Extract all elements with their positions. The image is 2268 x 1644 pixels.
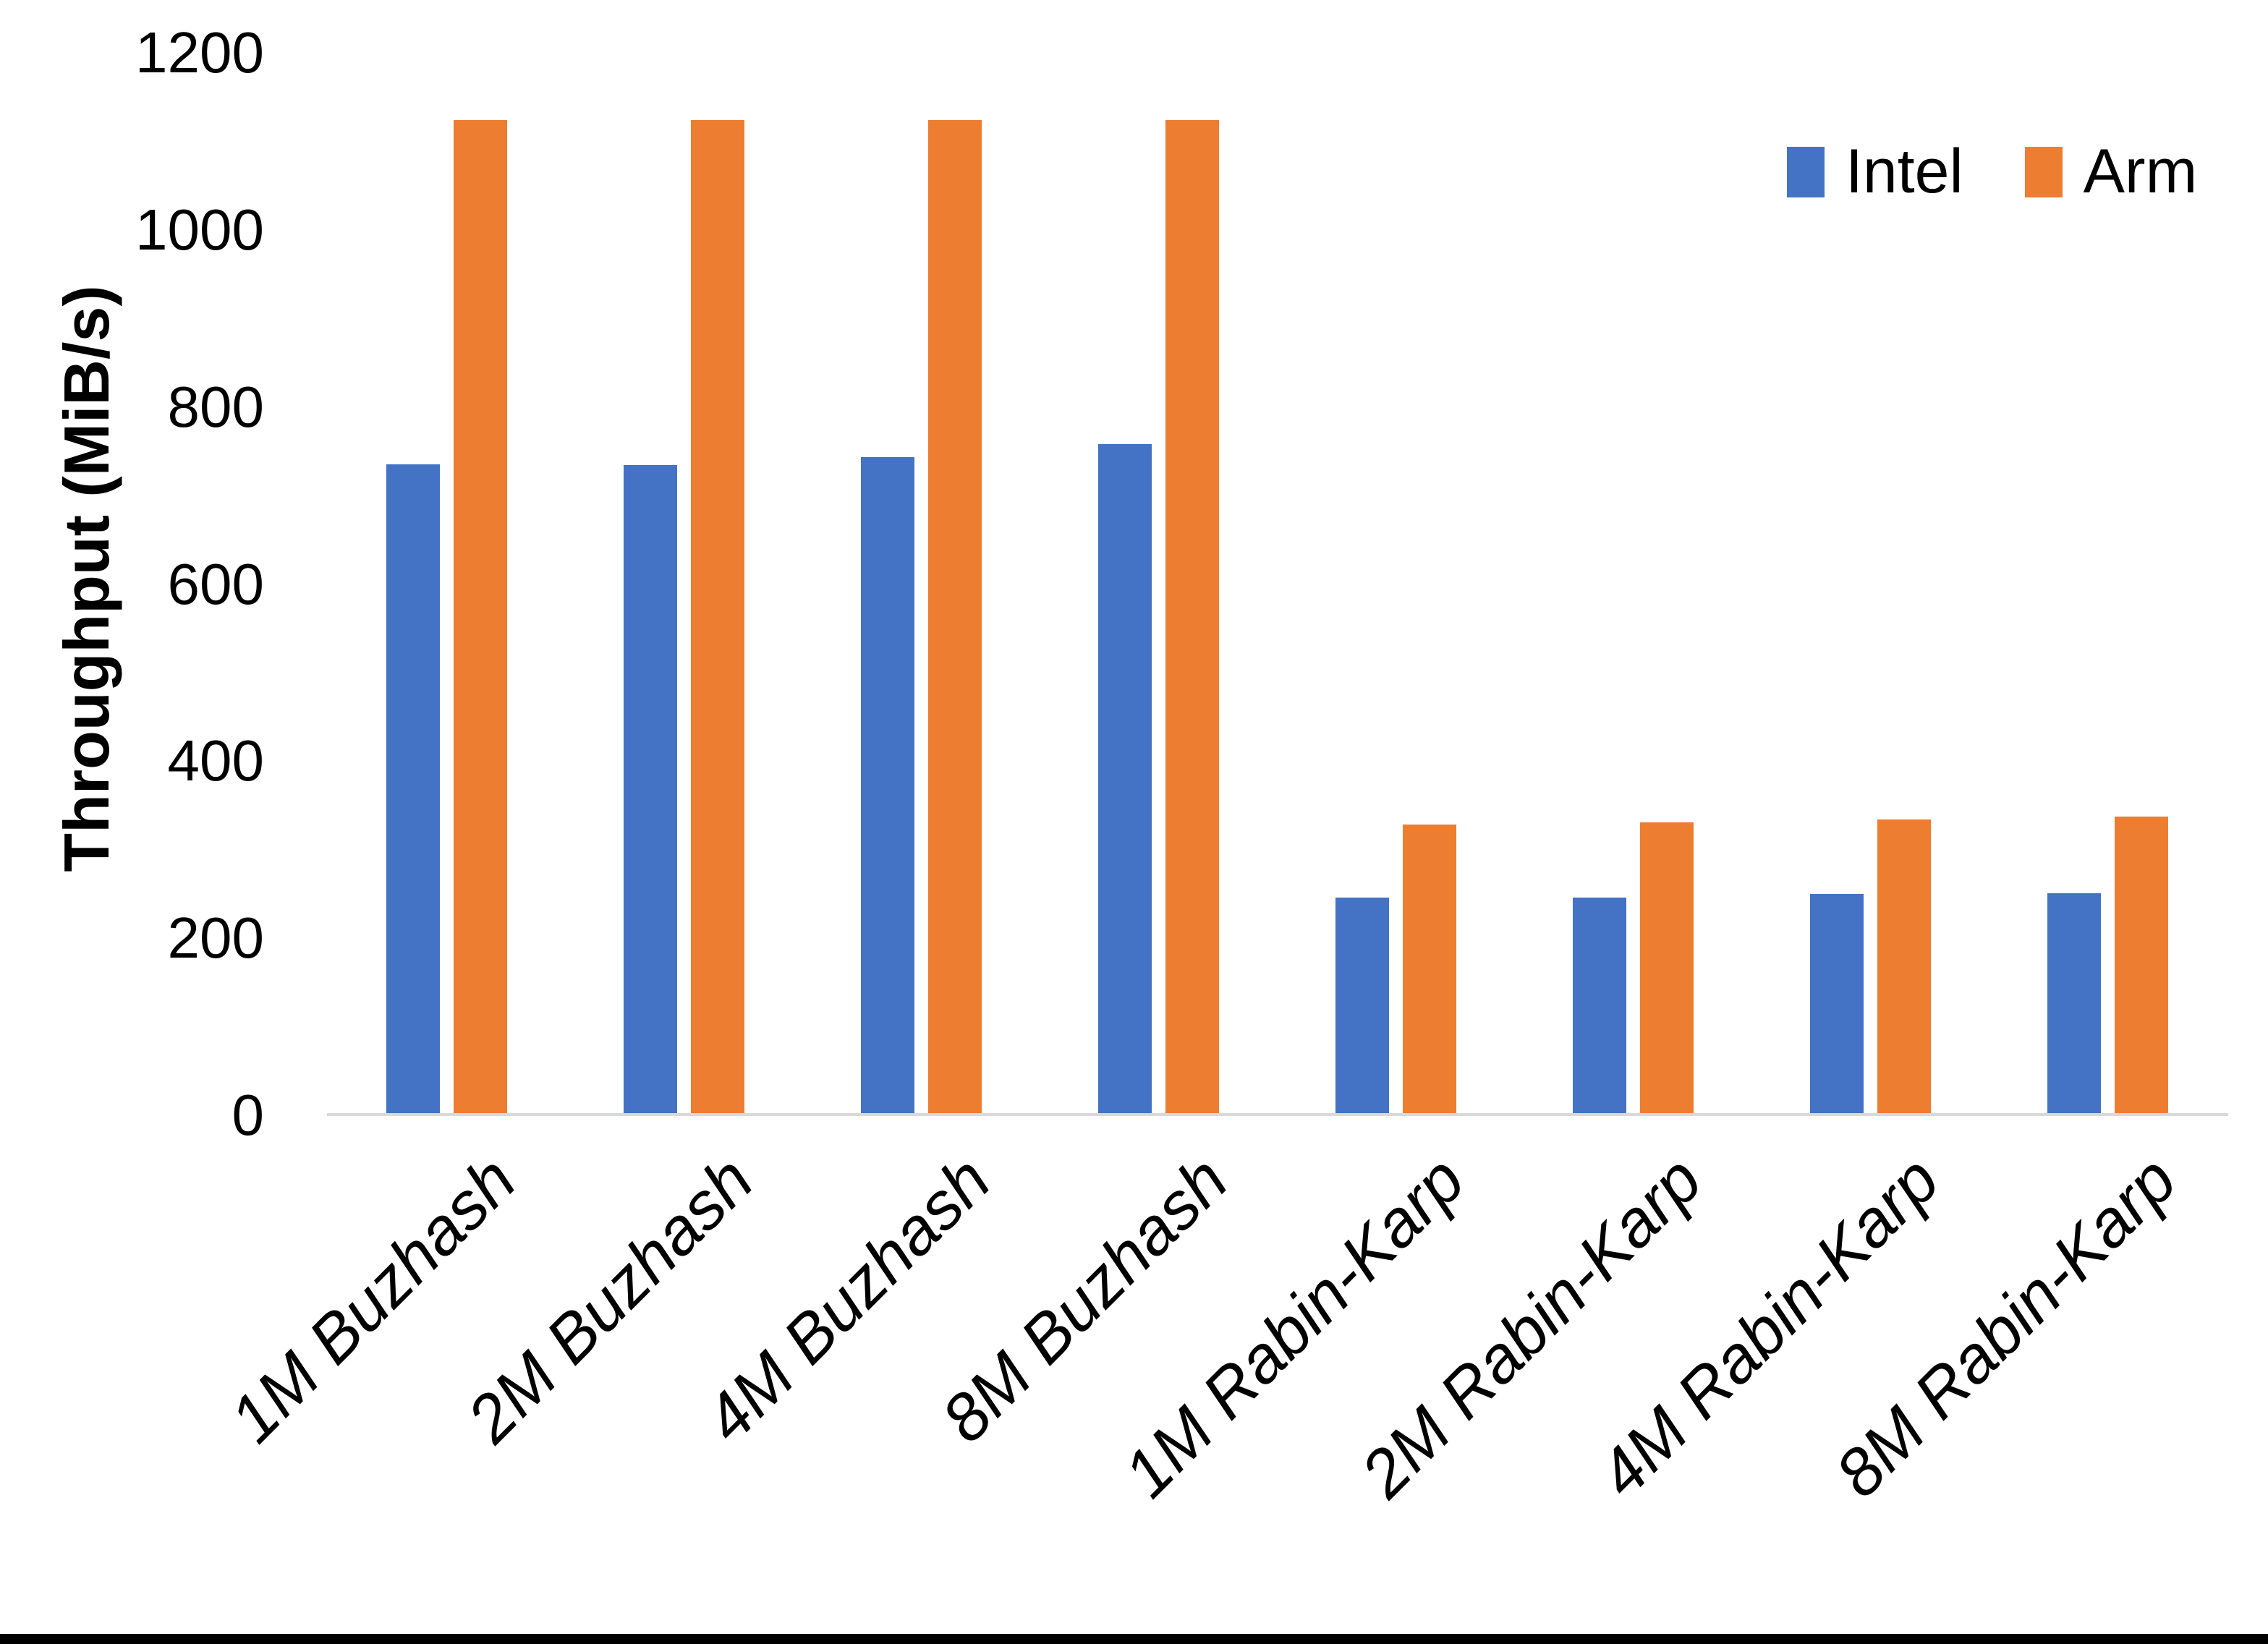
legend-label-intel: Intel (1846, 137, 1963, 206)
x-axis-line (327, 1113, 2228, 1116)
window-bottom-edge (0, 1634, 2268, 1644)
legend: Intel Arm (1787, 136, 2197, 208)
bar-intel-2m-rabin-karp (1573, 898, 1626, 1115)
bar-intel-2m-buzhash (624, 465, 677, 1115)
legend-item-arm: Arm (2024, 136, 2198, 208)
bar-arm-4m-rabin-karp (1877, 819, 1931, 1115)
legend-swatch-intel (1787, 146, 1825, 197)
legend-swatch-arm (2024, 146, 2063, 197)
y-tick-label-0: 0 (232, 1083, 265, 1147)
bar-intel-8m-rabin-karp (2047, 893, 2101, 1115)
bar-arm-2m-rabin-karp (1640, 822, 1694, 1115)
bar-arm-1m-rabin-karp (1403, 825, 1456, 1115)
bar-arm-8m-buzhash (1165, 120, 1219, 1115)
bar-arm-1m-buzhash (454, 120, 507, 1115)
y-tick-label-1200: 1200 (135, 20, 264, 85)
legend-label-arm: Arm (2083, 137, 2198, 206)
y-tick-label-800: 800 (167, 374, 264, 439)
y-tick-label-200: 200 (167, 906, 264, 971)
bar-intel-4m-buzhash (861, 457, 914, 1115)
y-tick-label-1000: 1000 (135, 197, 264, 262)
bar-arm-2m-buzhash (691, 120, 744, 1115)
bar-intel-1m-rabin-karp (1335, 898, 1389, 1115)
bar-intel-1m-buzhash (386, 464, 440, 1115)
legend-item-intel: Intel (1787, 136, 1963, 208)
y-tick-label-400: 400 (167, 728, 264, 793)
bar-arm-4m-buzhash (928, 120, 982, 1115)
bar-intel-8m-buzhash (1098, 444, 1152, 1115)
bar-intel-4m-rabin-karp (1810, 894, 1864, 1115)
bar-arm-8m-rabin-karp (2115, 817, 2168, 1115)
y-tick-label-600: 600 (167, 551, 264, 616)
